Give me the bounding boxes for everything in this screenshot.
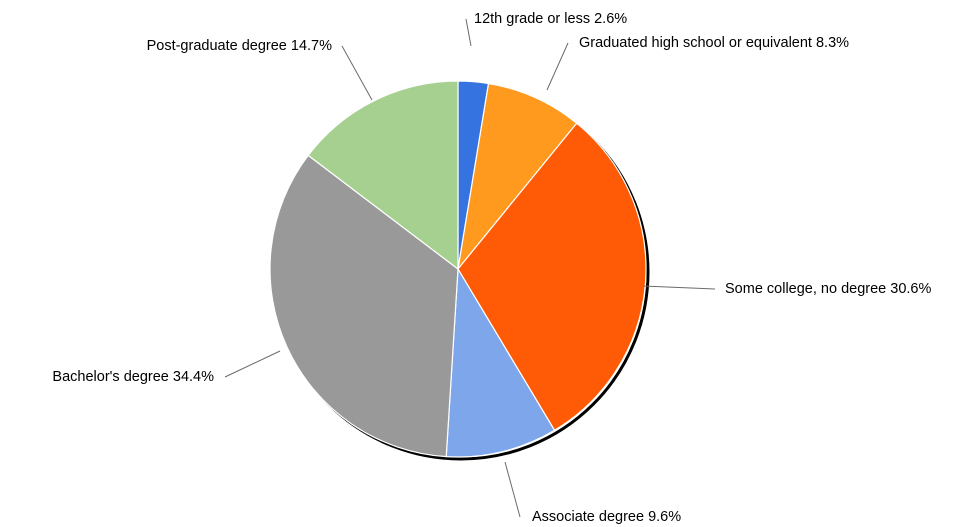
data-label: Graduated high school or equivalent 8.3%: [579, 35, 849, 51]
leader-line: [341, 45, 373, 101]
pie-slice-post-graduate-degree: [307, 80, 459, 271]
pie-slice-graduated-high-school-or-equivalent: [457, 82, 578, 272]
leader-line: [224, 350, 281, 378]
pie-slice-bachelor-s-degree: [269, 154, 459, 458]
leader-lines: [224, 18, 716, 518]
data-label: 12th grade or less 2.6%: [474, 11, 627, 27]
pie-slice-some-college-no-degree: [457, 122, 647, 432]
leader-line: [504, 461, 521, 518]
data-label: Some college, no degree 30.6%: [725, 281, 931, 297]
pie-slice-associate-degree: [445, 267, 556, 458]
leader-line: [642, 285, 716, 290]
leader-line: [546, 42, 569, 91]
data-label: Bachelor's degree 34.4%: [52, 369, 214, 385]
pie-slices: [269, 80, 647, 458]
leader-line: [465, 18, 472, 47]
data-labels: 12th grade or less 2.6% Graduated high sc…: [52, 11, 931, 525]
data-label: Post-graduate degree 14.7%: [147, 38, 333, 54]
data-label: Associate degree 9.6%: [532, 509, 681, 525]
